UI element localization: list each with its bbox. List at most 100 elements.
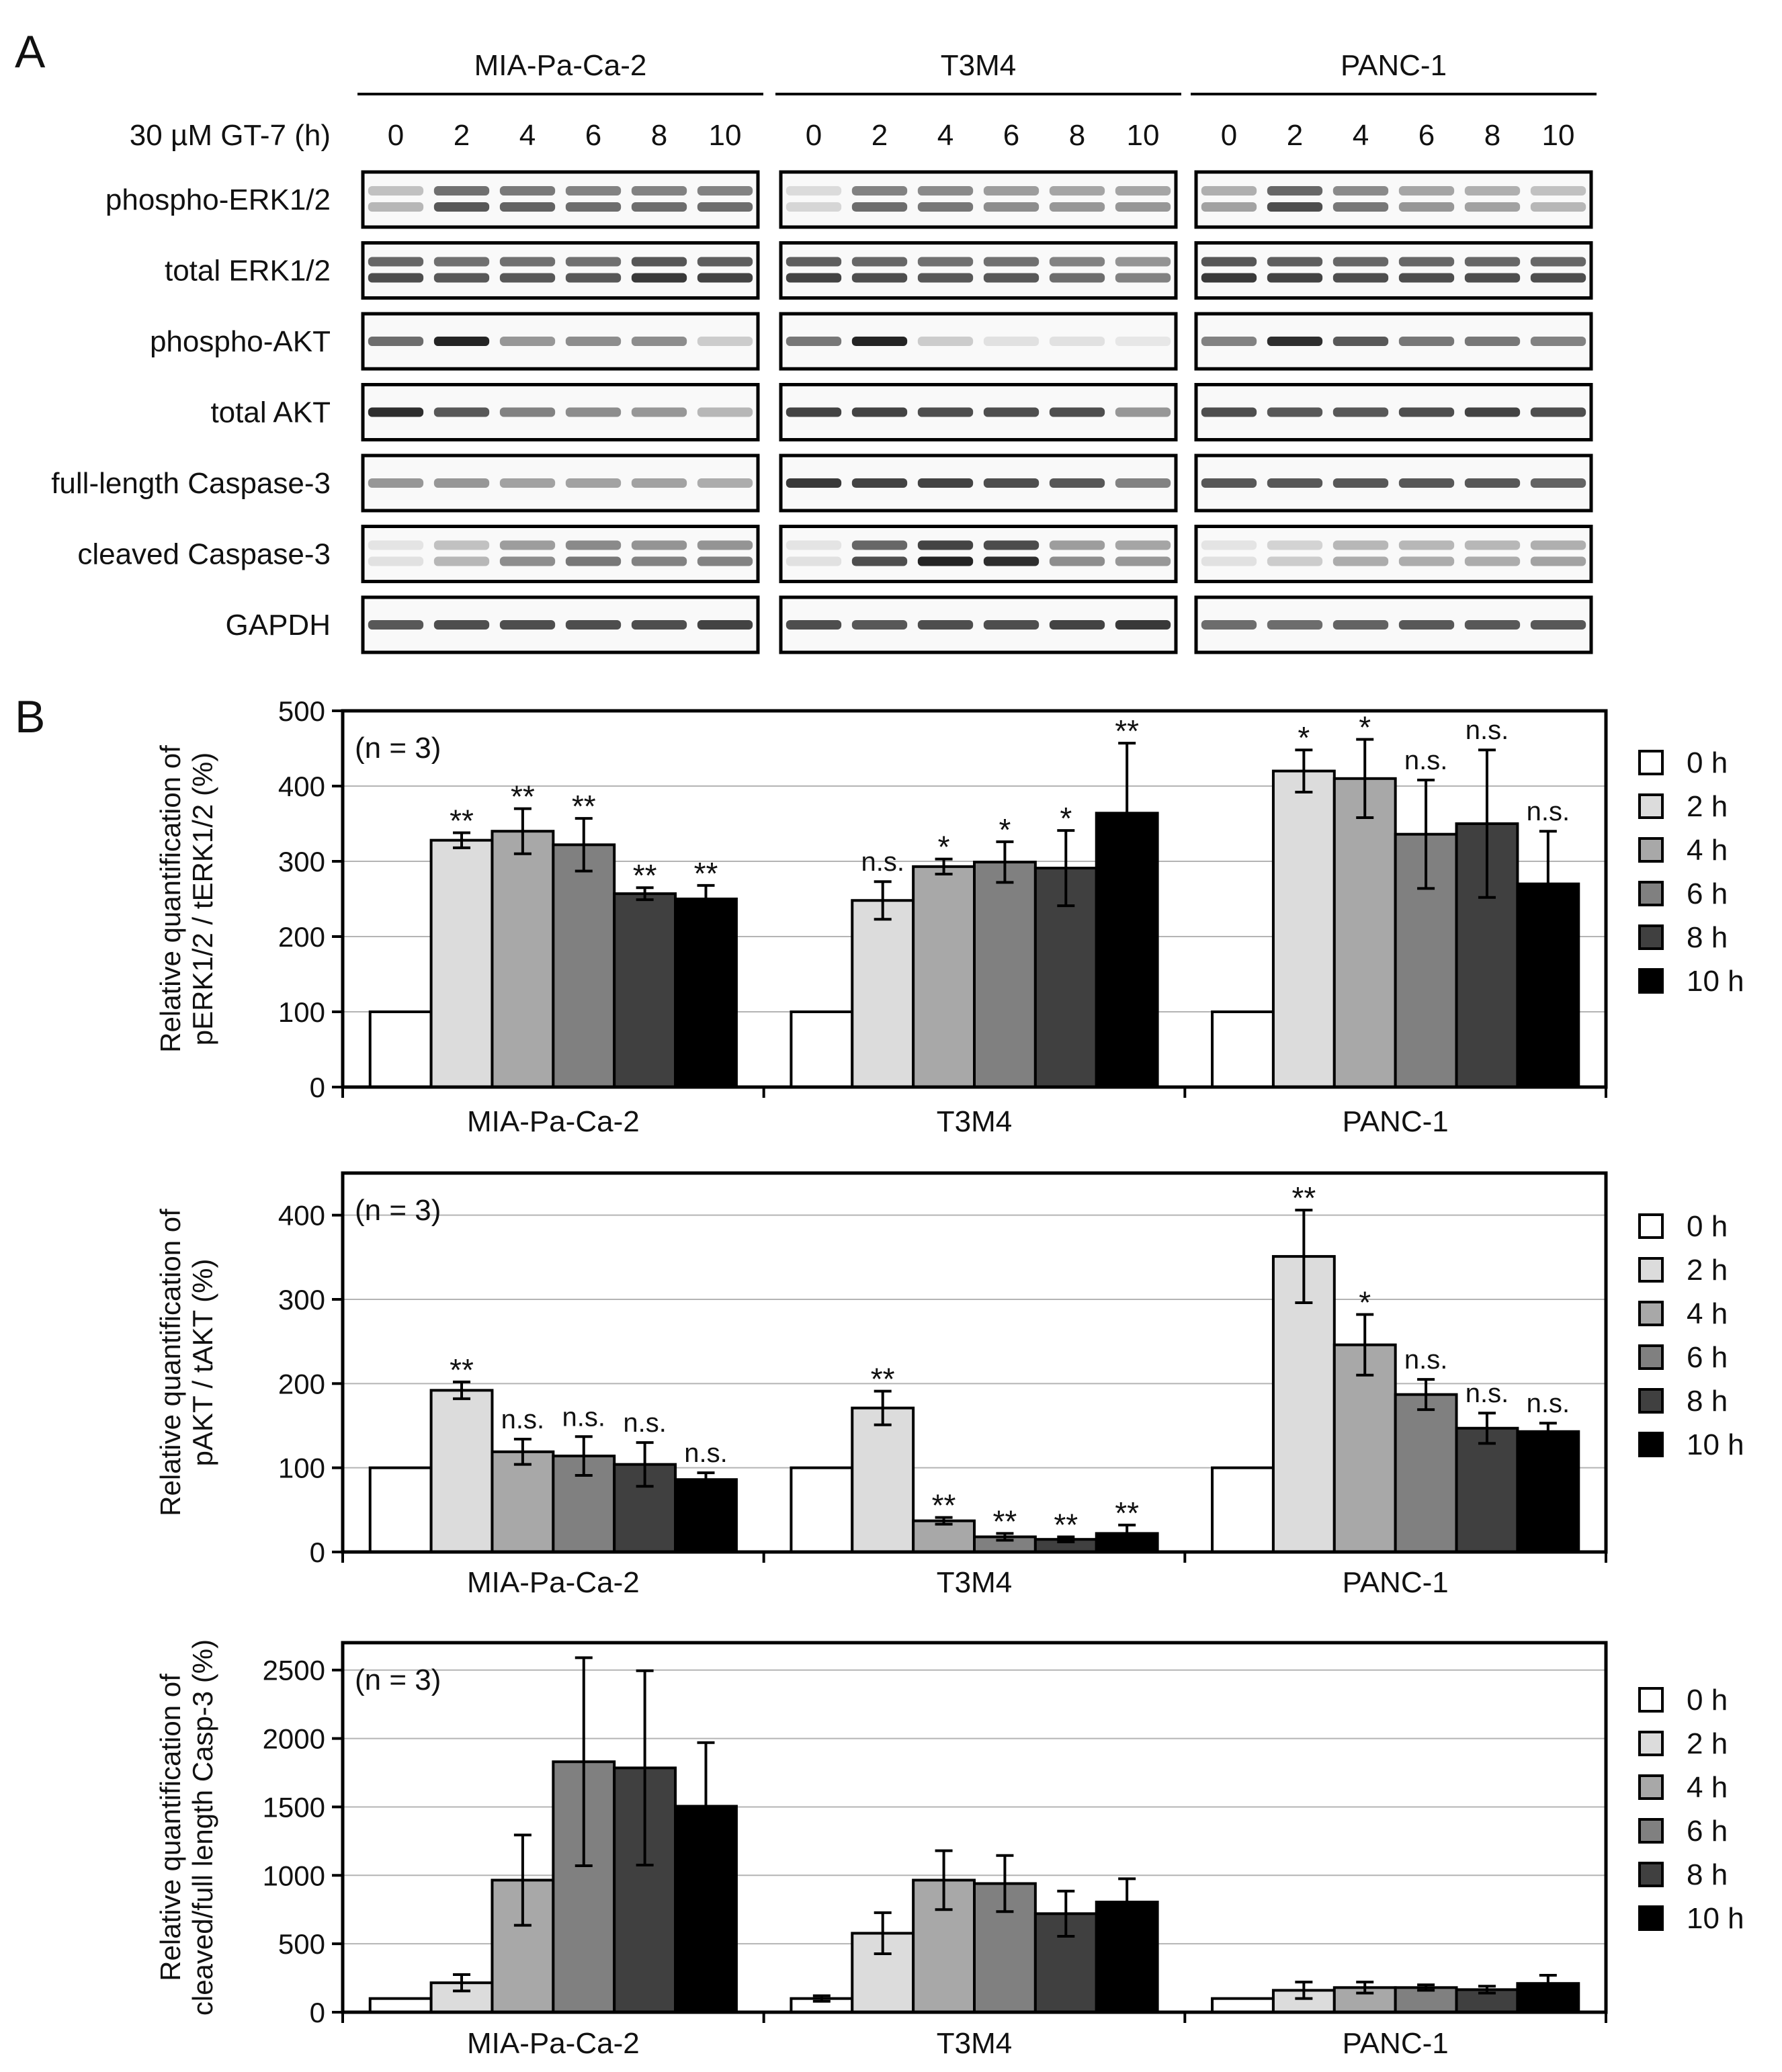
legend-entry-label: 2 h: [1687, 1254, 1728, 1287]
blot-band: [851, 478, 908, 488]
legend-swatch: [1638, 881, 1664, 906]
blot-band: [1201, 556, 1257, 566]
sample-size-label: (n = 3): [355, 1664, 441, 1696]
y-axis-label-line: pAKT / tAKT (%): [187, 1259, 218, 1467]
y-axis-label-line: pERK1/2 / tERK1/2 (%): [187, 752, 218, 1046]
blot-band: [1201, 620, 1257, 630]
blot-band: [697, 337, 753, 346]
blot-band: [983, 202, 1040, 212]
blot-band: [433, 540, 490, 550]
bar: [613, 892, 677, 1089]
blot-timepoint-label: 6: [1003, 119, 1019, 152]
significance-label: n.s.: [1404, 746, 1447, 775]
blot-band: [1464, 186, 1521, 196]
blot-band: [1332, 478, 1389, 488]
blot-band: [697, 620, 753, 630]
blot-band: [565, 337, 622, 346]
blot-band: [786, 407, 842, 417]
blot-band: [983, 540, 1040, 550]
caspase-bar-chart: 0 500 1000 1500 2000 2500 Relative quantificat…: [155, 1639, 1744, 2060]
blot-band: [1398, 556, 1455, 566]
blot-band: [1464, 337, 1521, 346]
bar: [790, 1010, 854, 1088]
blot-band: [917, 620, 974, 630]
blot-cell-line-label: PANC-1: [1341, 49, 1447, 82]
blot-timepoint-label: 10: [709, 119, 742, 152]
blot-band: [631, 620, 687, 630]
legend-swatch: [1638, 1687, 1664, 1713]
blot-band: [565, 540, 622, 550]
blot-timepoint-label: 0: [388, 119, 404, 152]
blot-band: [1049, 540, 1105, 550]
blot-membrane: [361, 454, 760, 513]
significance-label: n.s.: [1466, 716, 1509, 745]
blot-band: [851, 202, 908, 212]
blot-band: [1398, 337, 1455, 346]
bar: [491, 1450, 555, 1553]
blot-band: [1530, 273, 1586, 283]
blot-band: [565, 257, 622, 267]
blot-band: [697, 407, 753, 417]
blot-band: [917, 337, 974, 346]
blot-timepoint-label: 8: [1069, 119, 1085, 152]
significance-label: **: [1115, 1496, 1139, 1530]
blot-band: [697, 186, 753, 196]
blot-band: [499, 186, 556, 196]
blot-band: [433, 478, 490, 488]
significance-label: n.s.: [1404, 1345, 1447, 1375]
legend-swatch: [1638, 924, 1664, 950]
blot-band: [851, 620, 908, 630]
blot-band: [1530, 478, 1586, 488]
blot-band: [983, 620, 1040, 630]
y-tick-label: 500: [278, 695, 325, 727]
blot-band: [1530, 257, 1586, 267]
significance-label: n.s.: [1527, 797, 1570, 826]
blot-band: [1201, 186, 1257, 196]
plot-frame: [341, 1641, 1608, 2014]
blot-band: [565, 620, 622, 630]
blot-band: [1267, 620, 1323, 630]
blot-band: [1267, 257, 1323, 267]
blot-band: [983, 273, 1040, 283]
blot-band: [1398, 273, 1455, 283]
blot-band: [851, 407, 908, 417]
legend-entry-label: 0 h: [1687, 1684, 1728, 1717]
blot-membrane: [361, 383, 760, 441]
blot-band: [631, 540, 687, 550]
blot-band: [697, 202, 753, 212]
blot-band: [1115, 620, 1171, 630]
x-category-label: MIA-Pa-Ca-2: [467, 2027, 640, 2060]
pakt-bar-chart: 0 100 200 300 400 Relative quantification ofp…: [155, 1171, 1744, 1599]
blot-band: [631, 186, 687, 196]
blot-band: [368, 186, 424, 196]
legend-swatch: [1638, 968, 1664, 994]
significance-label: n.s.: [562, 1402, 605, 1432]
blot-band: [1332, 540, 1389, 550]
blot-band: [1530, 186, 1586, 196]
blot-membrane: [361, 312, 760, 371]
x-category-label: MIA-Pa-Ca-2: [467, 1566, 640, 1599]
blot-band: [1530, 202, 1586, 212]
blot-band: [917, 540, 974, 550]
blot-band: [786, 337, 842, 346]
significance-label: *: [999, 812, 1011, 847]
blot-band: [1267, 186, 1323, 196]
blot-band: [565, 407, 622, 417]
blot-band: [1201, 478, 1257, 488]
blot-band: [786, 540, 842, 550]
blot-band: [1115, 407, 1171, 417]
blot-band: [1332, 273, 1389, 283]
legend-swatch: [1638, 1862, 1664, 1887]
significance-label: **: [633, 858, 657, 893]
blot-timepoint-label: 2: [872, 119, 888, 152]
y-tick-label: 300: [278, 846, 325, 877]
x-category-label: PANC-1: [1343, 1105, 1449, 1138]
blot-cell-line-headers: MIA-Pa-Ca-2 T3M4 PANC-1: [357, 49, 1597, 95]
blot-band: [697, 273, 753, 283]
blot-band: [433, 257, 490, 267]
significance-label: n.s.: [501, 1405, 544, 1434]
significance-label: n.s.: [684, 1438, 727, 1468]
blot-band: [1530, 540, 1586, 550]
blot-membrane: [779, 383, 1178, 441]
